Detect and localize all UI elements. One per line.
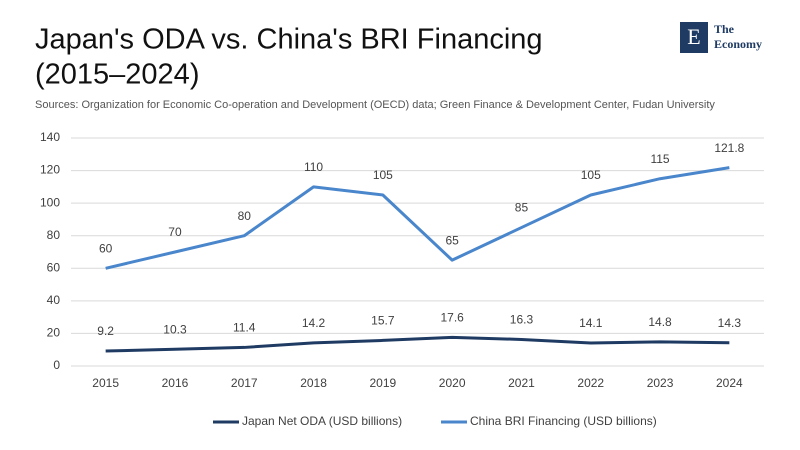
data-label: 70	[168, 225, 182, 239]
x-tick-label: 2023	[647, 376, 674, 390]
data-label: 105	[373, 168, 393, 182]
x-tick-label: 2016	[162, 376, 189, 390]
data-label: 65	[445, 233, 459, 247]
y-tick-label: 60	[47, 260, 61, 274]
x-tick-label: 2018	[300, 376, 327, 390]
x-tick-label: 2024	[716, 376, 743, 390]
logo: E The Economy	[680, 22, 762, 53]
data-label: 11.4	[233, 321, 256, 335]
legend-label: China BRI Financing (USD billions)	[470, 414, 657, 428]
data-label: 16.3	[510, 313, 534, 327]
logo-letter: E	[687, 24, 700, 49]
logo-box	[680, 22, 708, 53]
y-tick-label: 0	[53, 358, 60, 372]
y-tick-label: 40	[47, 293, 61, 307]
data-label: 15.7	[371, 314, 395, 328]
data-label: 9.2	[97, 324, 114, 338]
data-label: 10.3	[163, 322, 187, 336]
chart-subtitle: Sources: Organization for Economic Co-op…	[35, 99, 715, 111]
logo-text: The	[714, 22, 735, 36]
data-label: 121.8	[714, 141, 744, 155]
data-label: 85	[515, 201, 529, 215]
y-tick-label: 100	[40, 195, 60, 209]
x-tick-label: 2017	[231, 376, 258, 390]
y-tick-label: 20	[47, 326, 61, 340]
x-tick-label: 2019	[369, 376, 396, 390]
x-tick-label: 2020	[439, 376, 466, 390]
y-tick-label: 80	[47, 228, 61, 242]
y-tick-label: 140	[40, 130, 60, 144]
series-line	[105, 335, 730, 353]
data-label: 14.1	[579, 316, 603, 330]
data-label: 14.2	[302, 316, 326, 330]
data-label: 115	[650, 152, 669, 166]
data-label: 14.3	[718, 316, 742, 330]
data-label: 17.6	[440, 311, 464, 325]
x-tick-label: 2015	[92, 376, 119, 390]
logo-text: Economy	[714, 37, 762, 51]
x-tick-label: 2021	[508, 376, 535, 390]
series-line	[105, 166, 730, 270]
data-label: 105	[581, 168, 601, 182]
data-label: 80	[238, 209, 252, 223]
data-label: 60	[99, 241, 113, 255]
chart-title: Japan's ODA vs. China's BRI Financing	[35, 24, 543, 56]
data-label: 110	[304, 160, 323, 174]
data-label: 14.8	[648, 315, 672, 329]
x-tick-label: 2022	[577, 376, 604, 390]
legend-label: Japan Net ODA (USD billions)	[242, 414, 402, 428]
chart-title: (2015–2024)	[35, 59, 199, 91]
y-tick-label: 120	[40, 163, 60, 177]
